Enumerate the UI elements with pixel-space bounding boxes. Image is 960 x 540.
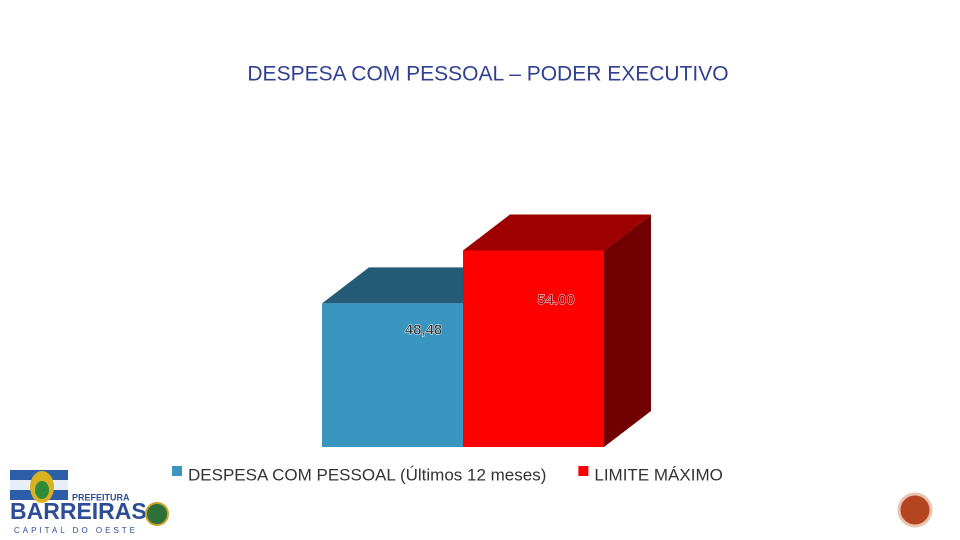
logo-name: BARREIRAS: [10, 498, 147, 524]
legend-label: DESPESA COM PESSOAL (Últimos 12 meses): [188, 465, 546, 484]
value-label: 54.00: [537, 291, 575, 308]
logo: PREFEITURA BARREIRAS CAPITAL DO OESTE: [10, 470, 169, 535]
legend-swatch: [172, 466, 182, 476]
logo-motto: CAPITAL DO OESTE: [14, 526, 138, 535]
bar: [463, 250, 604, 447]
value-label: 48,48: [405, 321, 443, 338]
slide-badge: [897, 492, 933, 528]
bar-top: [463, 214, 651, 251]
chart-title: DESPESA COM PESSOAL – PODER EXECUTIVO: [247, 63, 728, 86]
logo-top: PREFEITURA: [72, 492, 130, 502]
logo-emblem-inner: [35, 481, 49, 499]
legend-label: LIMITE MÁXIMO: [594, 465, 722, 484]
legend-swatch: [578, 466, 589, 476]
bar: [322, 303, 463, 447]
logo-seal: [145, 502, 169, 526]
bar-side: [604, 214, 651, 447]
